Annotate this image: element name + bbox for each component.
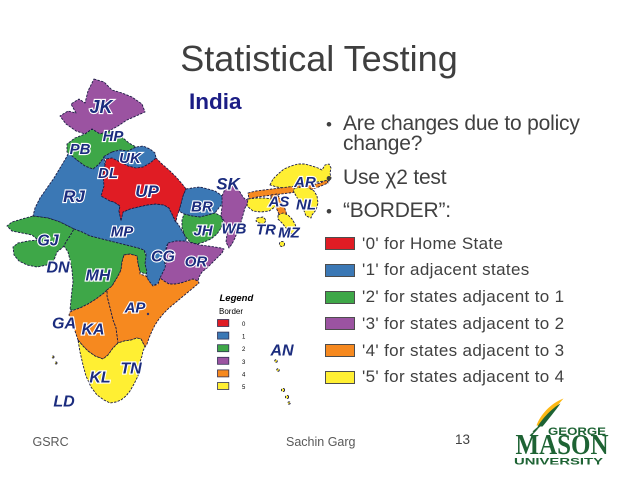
svg-text:CG: CG bbox=[151, 249, 175, 266]
svg-text:PB: PB bbox=[70, 141, 91, 158]
svg-text:UNIVERSITY: UNIVERSITY bbox=[514, 457, 604, 468]
svg-text:0: 0 bbox=[242, 322, 246, 328]
svg-text:TN: TN bbox=[120, 361, 142, 378]
svg-text:3: 3 bbox=[242, 360, 246, 366]
svg-text:JK: JK bbox=[89, 97, 114, 117]
svg-text:MASON: MASON bbox=[516, 429, 609, 461]
svg-text:NL: NL bbox=[296, 197, 316, 214]
svg-text:Border: Border bbox=[219, 307, 243, 316]
svg-text:WB: WB bbox=[222, 221, 247, 238]
svg-text:AR: AR bbox=[293, 174, 316, 191]
svg-text:HP: HP bbox=[103, 128, 125, 145]
svg-text:GA: GA bbox=[52, 316, 76, 333]
svg-text:TR: TR bbox=[256, 222, 276, 239]
svg-text:4: 4 bbox=[242, 372, 246, 378]
svg-text:UP: UP bbox=[135, 182, 159, 201]
svg-text:GJ: GJ bbox=[37, 233, 59, 250]
svg-text:SK: SK bbox=[216, 175, 241, 194]
svg-text:KA: KA bbox=[81, 322, 104, 339]
svg-text:1: 1 bbox=[242, 335, 246, 341]
svg-text:RJ: RJ bbox=[63, 187, 85, 206]
svg-text:MZ: MZ bbox=[278, 225, 300, 242]
svg-text:AP: AP bbox=[124, 300, 147, 317]
svg-text:AN: AN bbox=[269, 343, 294, 360]
svg-text:AS: AS bbox=[268, 194, 290, 211]
svg-text:JH: JH bbox=[193, 223, 213, 240]
svg-text:KL: KL bbox=[89, 370, 110, 387]
svg-text:DN: DN bbox=[46, 260, 70, 277]
svg-text:MP: MP bbox=[111, 224, 134, 241]
svg-text:DL: DL bbox=[98, 165, 118, 182]
svg-text:2: 2 bbox=[242, 347, 246, 353]
svg-text:LD: LD bbox=[53, 394, 75, 411]
svg-text:OR: OR bbox=[185, 254, 208, 271]
svg-text:GEORGE: GEORGE bbox=[548, 426, 606, 438]
svg-text:Legend: Legend bbox=[220, 293, 254, 304]
svg-text:5: 5 bbox=[242, 385, 246, 391]
svg-text:MH: MH bbox=[86, 268, 111, 285]
svg-text:UK: UK bbox=[119, 150, 142, 167]
svg-text:BR: BR bbox=[191, 199, 213, 216]
